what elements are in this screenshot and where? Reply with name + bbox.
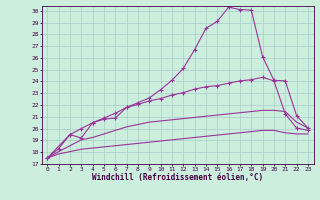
X-axis label: Windchill (Refroidissement éolien,°C): Windchill (Refroidissement éolien,°C)	[92, 173, 263, 182]
